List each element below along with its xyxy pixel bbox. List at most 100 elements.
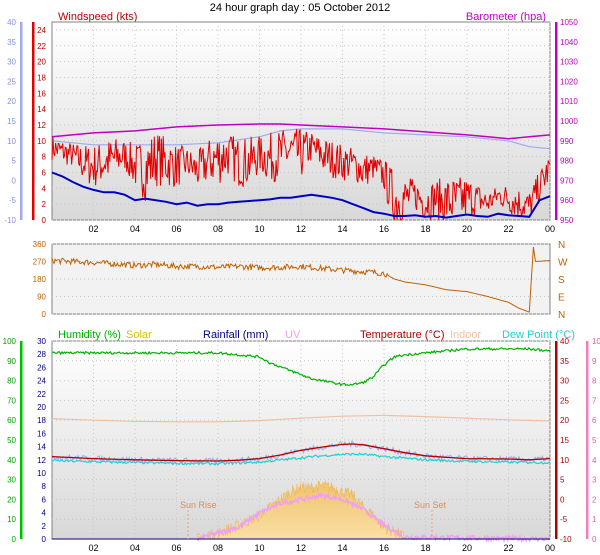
humidity-tick-label: 20 [7,495,16,504]
barometer-trend-line [51,128,551,150]
solar-legend-label: Solar [126,329,152,341]
temperature-humidity-panel: Humidity (%) Solar Rainfall (mm) UV Temperat… [3,329,600,553]
windspeed-line [51,128,551,222]
humidity-tick-label: 100 [3,337,17,346]
rain-tick-label: 24 [37,377,46,386]
left-outer-axis-bar [20,22,23,220]
outer-tick-label: 10 [7,137,16,146]
compass-tick-label: W [558,258,568,269]
temperature-tick-label: 25 [560,396,569,405]
x-tick-label: 20 [462,224,472,234]
indoor-legend-label: Indoor [450,329,482,341]
direction-tick-label: 0 [42,310,47,319]
x-tick-label: 18 [420,224,430,234]
humidity-tick-label: 40 [7,456,16,465]
barometer-line [51,123,551,140]
left-axis-bar [32,22,35,220]
temperature-line [51,443,551,462]
left-tick-label: 0 [42,216,47,225]
humidity-line [51,346,551,387]
x-tick-label: 08 [213,224,223,234]
rain-tick-label: 14 [37,443,46,452]
outer-tick-label: -5 [9,196,17,205]
indoor-line [51,414,551,423]
outer-tick-label: 0 [12,176,17,185]
right-tick-label: 950 [560,216,574,225]
x-tick-label: 14 [337,543,347,553]
rain-tick-label: 28 [37,350,46,359]
temperature-tick-label: -5 [560,515,568,524]
wind-direction-line [51,246,551,313]
left-tick-label: 10 [37,137,46,146]
outer-tick-label: 20 [7,97,16,106]
rain-tick-label: 4 [42,509,47,518]
windspeed-label: Windspeed (kts) [58,11,137,23]
uv-tick-label: 1 [592,515,597,524]
x-tick-label: 12 [296,224,306,234]
left-tick-label: 20 [37,58,46,67]
barometer-label: Barometer (hpa) [466,11,546,23]
left-tick-label: 4 [42,184,47,193]
temperature-tick-label: 15 [560,436,569,445]
compass-tick-label: N [558,240,565,251]
humidity-tick-label: 50 [7,436,16,445]
uv-tick-label: 10 [592,337,600,346]
uv-tick-label: 7 [592,396,597,405]
x-tick-label: 00 [545,543,555,553]
right-tick-label: 1010 [560,97,578,106]
uv-tick-label: 3 [592,476,597,485]
uv-tick-label: 4 [592,456,597,465]
outer-tick-label: 35 [7,38,16,47]
right-tick-label: 1040 [560,38,578,47]
temperature-tick-label: 35 [560,357,569,366]
direction-tick-label: 270 [33,258,47,267]
rain-tick-label: 6 [42,495,47,504]
rain-tick-label: 16 [37,429,46,438]
direction-tick-label: 360 [33,240,47,249]
outer-tick-label: 30 [7,58,16,67]
x-tick-label: 04 [130,224,140,234]
temperature-tick-label: 30 [560,377,569,386]
x-tick-label: 12 [296,543,306,553]
left-tick-label: 18 [37,73,46,82]
x-tick-label: 00 [545,224,555,234]
rain-tick-label: 20 [37,403,46,412]
uv-tick-label: 5 [592,436,597,445]
x-tick-label: 04 [130,543,140,553]
left-tick-label: 12 [37,121,46,130]
uv-tick-label: 8 [592,377,597,386]
x-tick-label: 06 [171,224,181,234]
humidity-tick-label: 90 [7,357,16,366]
temperature-tick-label: -10 [560,535,572,544]
temperature-tick-label: 20 [560,416,569,425]
right-tick-label: 1020 [560,77,578,86]
outer-tick-label: -10 [4,216,16,225]
outer-tick-label: 40 [7,18,16,27]
rain-tick-label: 18 [37,416,46,425]
temperature-tick-label: 0 [560,495,565,504]
direction-tick-label: 180 [33,275,47,284]
right-tick-label: 1030 [560,58,578,67]
humidity-tick-label: 0 [12,535,17,544]
temperature-tick-label: 10 [560,456,569,465]
solar-area [197,480,406,540]
chart-title: 24 hour graph day : 05 October 2012 [210,2,390,14]
x-tick-label: 16 [379,543,389,553]
rain-tick-label: 2 [42,522,47,531]
outer-tick-label: 5 [12,157,17,166]
outer-tick-label: 15 [7,117,16,126]
temperature-tick-label: 40 [560,337,569,346]
x-tick-label: 14 [337,224,347,234]
humidity-tick-label: 70 [7,396,16,405]
compass-tick-label: N [558,310,565,321]
right-tick-label: 990 [560,137,574,146]
left-tick-label: 24 [37,26,46,35]
x-tick-label: 16 [379,224,389,234]
sunset-label: Sun Set [414,500,447,510]
direction-tick-label: 90 [37,293,46,302]
right-tick-label: 960 [560,196,574,205]
rain-tick-label: 30 [37,337,46,346]
rainfall-legend-label: Rainfall (mm) [203,329,268,341]
